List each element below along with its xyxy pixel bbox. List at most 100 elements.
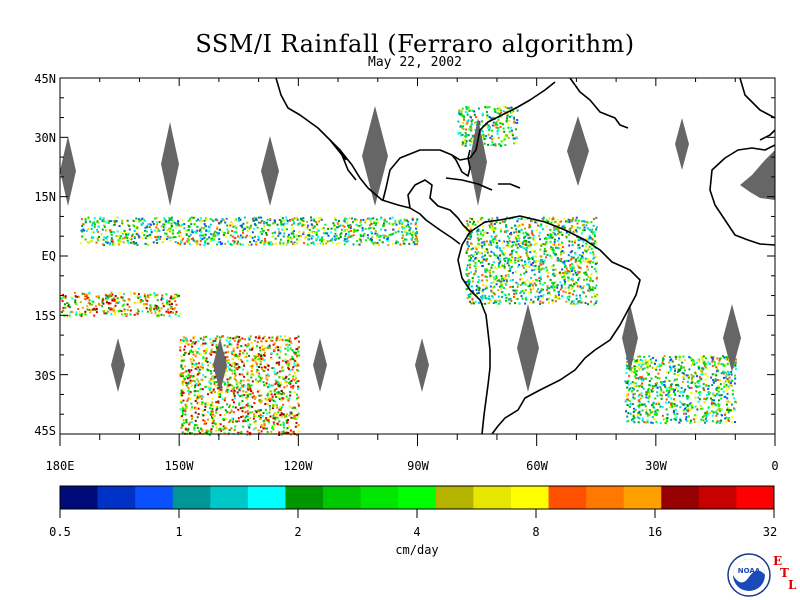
rain-pixel: [212, 239, 215, 241]
rain-pixel: [469, 220, 472, 223]
rain-pixel: [210, 341, 213, 344]
rain-pixel: [181, 219, 184, 222]
rain-pixel: [646, 414, 649, 417]
rain-pixel: [539, 255, 542, 258]
rain-pixel: [559, 271, 562, 274]
rain-pixel: [208, 407, 211, 410]
rain-pixel: [656, 383, 659, 386]
rain-pixel: [675, 408, 677, 411]
rain-pixel: [261, 368, 263, 370]
rain-pixel: [509, 269, 511, 272]
rain-pixel: [463, 118, 466, 121]
rain-pixel: [307, 234, 310, 237]
rain-pixel: [243, 349, 246, 352]
rain-pixel: [158, 221, 161, 224]
rain-pixel: [144, 226, 147, 229]
rain-pixel: [290, 416, 293, 419]
rain-pixel: [545, 250, 548, 253]
rain-pixel: [291, 355, 294, 358]
rain-pixel: [553, 243, 556, 246]
rain-pixel: [177, 220, 179, 223]
rain-pixel: [595, 300, 598, 303]
rain-pixel: [571, 250, 574, 253]
rain-pixel: [673, 417, 676, 420]
rain-pixel: [247, 243, 250, 246]
rain-pixel: [662, 381, 665, 383]
rain-pixel: [668, 386, 671, 389]
rain-pixel: [673, 380, 676, 383]
rain-pixel: [470, 140, 473, 143]
rain-pixel: [591, 228, 594, 231]
rain-pixel: [537, 288, 540, 291]
rain-pixel: [142, 306, 145, 309]
rain-pixel: [701, 370, 704, 373]
rain-pixel: [634, 370, 637, 373]
rain-pixel: [518, 237, 521, 240]
rain-pixel: [359, 233, 362, 236]
rain-pixel: [126, 237, 129, 239]
rain-pixel: [568, 292, 571, 295]
rain-pixel: [166, 302, 169, 305]
rain-pixel: [524, 261, 527, 264]
coastline-gulf-of-mexico: [382, 81, 556, 201]
rain-pixel: [273, 219, 276, 222]
rain-pixel: [492, 137, 495, 140]
rain-pixel: [114, 304, 117, 307]
rain-pixel: [195, 219, 198, 222]
rain-pixel: [185, 421, 188, 424]
rain-pixel: [680, 386, 683, 389]
rain-pixel: [539, 248, 542, 251]
rain-pixel: [529, 281, 531, 284]
rain-pixel: [502, 253, 505, 256]
rain-pixel: [250, 224, 253, 227]
rain-pixel: [523, 236, 526, 239]
rain-pixel: [412, 232, 415, 235]
rain-pixel: [312, 231, 315, 234]
rain-pixel: [660, 382, 663, 385]
rain-pixel: [646, 391, 649, 394]
rain-pixel: [560, 284, 563, 287]
rain-pixel: [312, 218, 315, 221]
rain-pixel: [136, 226, 139, 229]
rain-pixel: [216, 227, 219, 230]
rain-pixel: [468, 245, 470, 248]
rain-pixel: [241, 337, 244, 340]
rain-pixel: [233, 386, 236, 389]
rain-pixel: [126, 219, 129, 222]
rain-pixel: [593, 267, 596, 270]
rain-pixel: [225, 427, 228, 430]
rain-pixel: [308, 231, 311, 234]
rain-pixel: [501, 220, 504, 223]
rain-pixel: [193, 363, 196, 366]
rain-pixel: [491, 295, 494, 298]
rain-pixel: [582, 260, 585, 263]
rain-pixel: [282, 378, 285, 380]
rain-pixel: [171, 232, 174, 235]
rain-pixel: [404, 225, 407, 227]
rain-pixel: [173, 297, 176, 300]
rain-pixel: [377, 221, 380, 224]
rain-pixel: [110, 308, 113, 311]
rain-pixel: [242, 351, 245, 354]
rain-pixel: [520, 259, 523, 262]
rain-pixel: [644, 405, 647, 408]
rain-pixel: [710, 397, 712, 400]
rain-pixel: [703, 415, 705, 417]
rain-pixel: [583, 229, 586, 232]
rain-pixel: [276, 416, 279, 419]
rain-pixel: [107, 222, 110, 224]
rain-pixel: [705, 413, 707, 416]
rain-pixel: [370, 222, 373, 225]
rain-pixel: [181, 423, 184, 426]
rain-pixel: [224, 236, 227, 238]
rain-pixel: [378, 235, 381, 238]
rain-pixel: [540, 223, 543, 226]
rain-pixel: [498, 262, 501, 265]
rain-pixel: [258, 366, 261, 368]
rain-pixel: [559, 273, 562, 276]
rain-pixel: [259, 416, 262, 419]
rain-pixel: [263, 221, 266, 224]
rain-pixel: [177, 294, 180, 297]
rain-pixel: [233, 230, 236, 233]
rain-pixel: [465, 132, 467, 135]
